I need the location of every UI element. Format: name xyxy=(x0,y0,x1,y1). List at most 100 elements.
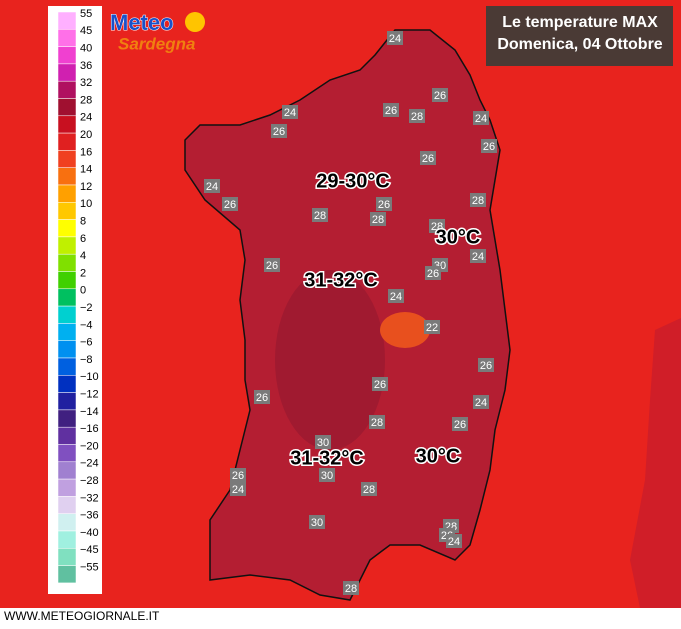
legend-swatch xyxy=(57,46,77,65)
legend-swatch xyxy=(57,461,77,480)
station-box xyxy=(388,289,404,303)
legend-swatch xyxy=(57,444,77,463)
legend-label: 16 xyxy=(80,146,92,158)
station-box xyxy=(420,151,436,165)
station-box xyxy=(312,208,328,222)
station-box xyxy=(361,482,377,496)
legend-label: 20 xyxy=(80,129,92,141)
station-value: 24 xyxy=(475,397,487,409)
station-box xyxy=(343,581,359,595)
legend-label: −24 xyxy=(80,458,99,470)
legend-swatch xyxy=(57,530,77,549)
legend-swatch xyxy=(57,357,77,376)
station-value: 26 xyxy=(434,90,446,102)
station-value: 26 xyxy=(378,199,390,211)
station-value: 26 xyxy=(266,260,278,272)
legend-swatch xyxy=(57,409,77,428)
station-box xyxy=(425,266,441,280)
station-value: 26 xyxy=(454,419,466,431)
station-box xyxy=(409,109,425,123)
legend-label: 40 xyxy=(80,43,92,55)
station-value: 24 xyxy=(472,251,484,263)
legend-label: 6 xyxy=(80,233,86,245)
title-box xyxy=(486,6,673,66)
station-box xyxy=(254,390,270,404)
station-box xyxy=(372,377,388,391)
legend-swatch xyxy=(57,271,77,290)
station-box xyxy=(369,415,385,429)
station-value: 26 xyxy=(427,268,439,280)
legend-label: 32 xyxy=(80,77,92,89)
station-box xyxy=(481,139,497,153)
station-box xyxy=(478,358,494,372)
legend-label: 24 xyxy=(80,112,92,124)
legend-label: 12 xyxy=(80,181,92,193)
station-value: 24 xyxy=(475,113,487,125)
legend-label: −2 xyxy=(80,302,93,314)
legend-swatch xyxy=(57,132,77,151)
legend-swatch xyxy=(57,288,77,307)
legend-label: 8 xyxy=(80,216,86,228)
legend-label: −55 xyxy=(80,562,99,574)
station-value: 26 xyxy=(256,392,268,404)
station-value: 26 xyxy=(480,360,492,372)
legend-label: −40 xyxy=(80,527,99,539)
stations: 24 26 26 24 26 28 24 26 26 24 26 28 26 28 28 28 26 30 24 26… xyxy=(204,31,497,595)
station-box xyxy=(264,258,280,272)
legend-swatch xyxy=(57,253,77,272)
legend-label: 55 xyxy=(80,8,92,20)
station-box xyxy=(319,468,335,482)
station-box xyxy=(387,31,403,45)
station-box xyxy=(376,197,392,211)
station-value: 26 xyxy=(224,199,236,211)
station-box xyxy=(429,219,445,233)
legend-swatch xyxy=(57,548,77,566)
station-box xyxy=(315,435,331,449)
station-value: 24 xyxy=(284,107,296,119)
legend-label: −20 xyxy=(80,440,99,452)
station-box xyxy=(446,534,462,548)
footer: WWW.METEOGIORNALE.IT xyxy=(4,609,160,623)
legend-swatch xyxy=(57,375,77,393)
legend-label: −45 xyxy=(80,544,99,556)
station-box xyxy=(271,124,287,138)
legend-swatch xyxy=(57,63,77,82)
region-label: 29-30°C xyxy=(316,170,390,192)
legend-label: −12 xyxy=(80,389,99,401)
legend-swatch xyxy=(57,496,77,514)
legend-label: 10 xyxy=(80,198,92,210)
station-box xyxy=(370,212,386,226)
title: Le temperature MAX xyxy=(502,14,658,31)
legend-swatch xyxy=(57,426,77,445)
legend-label: 2 xyxy=(80,267,86,279)
legend-label: −8 xyxy=(80,354,93,366)
legend-swatch xyxy=(57,115,77,134)
station-value: 28 xyxy=(372,214,384,226)
legend-label: −16 xyxy=(80,423,99,435)
logo-sun xyxy=(185,12,205,32)
hot-area xyxy=(275,270,385,450)
station-value: 24 xyxy=(448,536,460,548)
station-box xyxy=(470,193,486,207)
regions: 29-30°C 30°C 31-32°C 31-32°C 30°C xyxy=(289,169,482,471)
station-value: 26 xyxy=(374,379,386,391)
legend-label: −32 xyxy=(80,492,99,504)
station-box xyxy=(230,482,246,496)
legend-label: −14 xyxy=(80,406,99,418)
legend-swatch xyxy=(57,219,77,238)
logo-text: Meteo xyxy=(110,10,174,35)
legend-swatch xyxy=(57,11,77,30)
region-label: 31-32°C xyxy=(304,269,378,291)
station-value: 28 xyxy=(371,417,383,429)
legend-label: 28 xyxy=(80,94,92,106)
legend-label: 36 xyxy=(80,60,92,72)
station-value: 26 xyxy=(422,153,434,165)
station-value: 28 xyxy=(411,111,423,123)
legend-label: −36 xyxy=(80,510,99,522)
station-value: 26 xyxy=(232,470,244,482)
station-box xyxy=(473,111,489,125)
station-box xyxy=(470,249,486,263)
station-value: 28 xyxy=(431,221,443,233)
station-value: 26 xyxy=(483,141,495,153)
